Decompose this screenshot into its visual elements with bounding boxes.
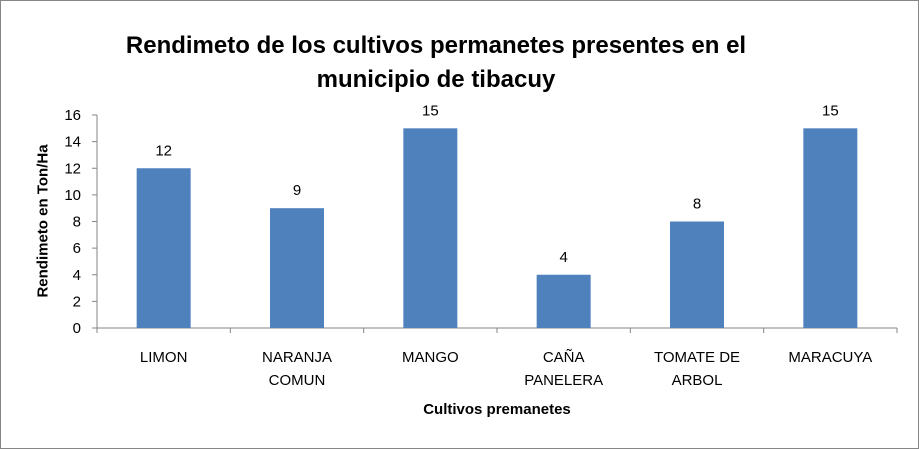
y-tick-label: 12 (64, 160, 81, 177)
y-tick-label: 2 (73, 293, 81, 310)
y-tick-label: 4 (73, 267, 81, 284)
x-axis-label: Cultivos premanetes (423, 401, 571, 418)
y-tick-label: 14 (64, 134, 81, 151)
data-label: 12 (155, 142, 172, 159)
bar (403, 128, 458, 328)
y-tick-label: 8 (73, 214, 81, 231)
chart-title-line-2: municipio de tibacuy (316, 66, 556, 93)
data-label: 15 (822, 102, 839, 119)
data-label: 4 (559, 249, 567, 266)
data-label: 15 (422, 102, 439, 119)
y-tick-label: 16 (64, 107, 81, 124)
bar (803, 128, 858, 328)
chart-title-line-1: Rendimeto de los cultivos permanetes pre… (125, 32, 747, 59)
x-tick-label: LIMON (140, 349, 188, 366)
x-tick-label: COMUN (269, 372, 326, 389)
bar (270, 208, 324, 328)
x-tick-label: ARBOL (672, 372, 723, 389)
data-label: 9 (293, 182, 301, 199)
data-label: 8 (693, 196, 701, 213)
y-tick-label: 10 (64, 187, 81, 204)
x-tick-label: TOMATE DE (654, 349, 740, 366)
x-tick-label: MARACUYA (788, 349, 872, 366)
x-tick-label: PANELERA (524, 372, 603, 389)
bar (536, 274, 591, 328)
x-tick-label: CAÑA (543, 349, 585, 366)
y-tick-label: 6 (73, 240, 81, 257)
bar (136, 168, 191, 328)
x-tick-label: NARANJA (262, 349, 332, 366)
bar (670, 221, 724, 328)
y-tick-label: 0 (73, 320, 81, 337)
chart-title: Rendimeto de los cultivos permanetes pre… (61, 29, 811, 97)
x-tick-label: MANGO (402, 349, 459, 366)
